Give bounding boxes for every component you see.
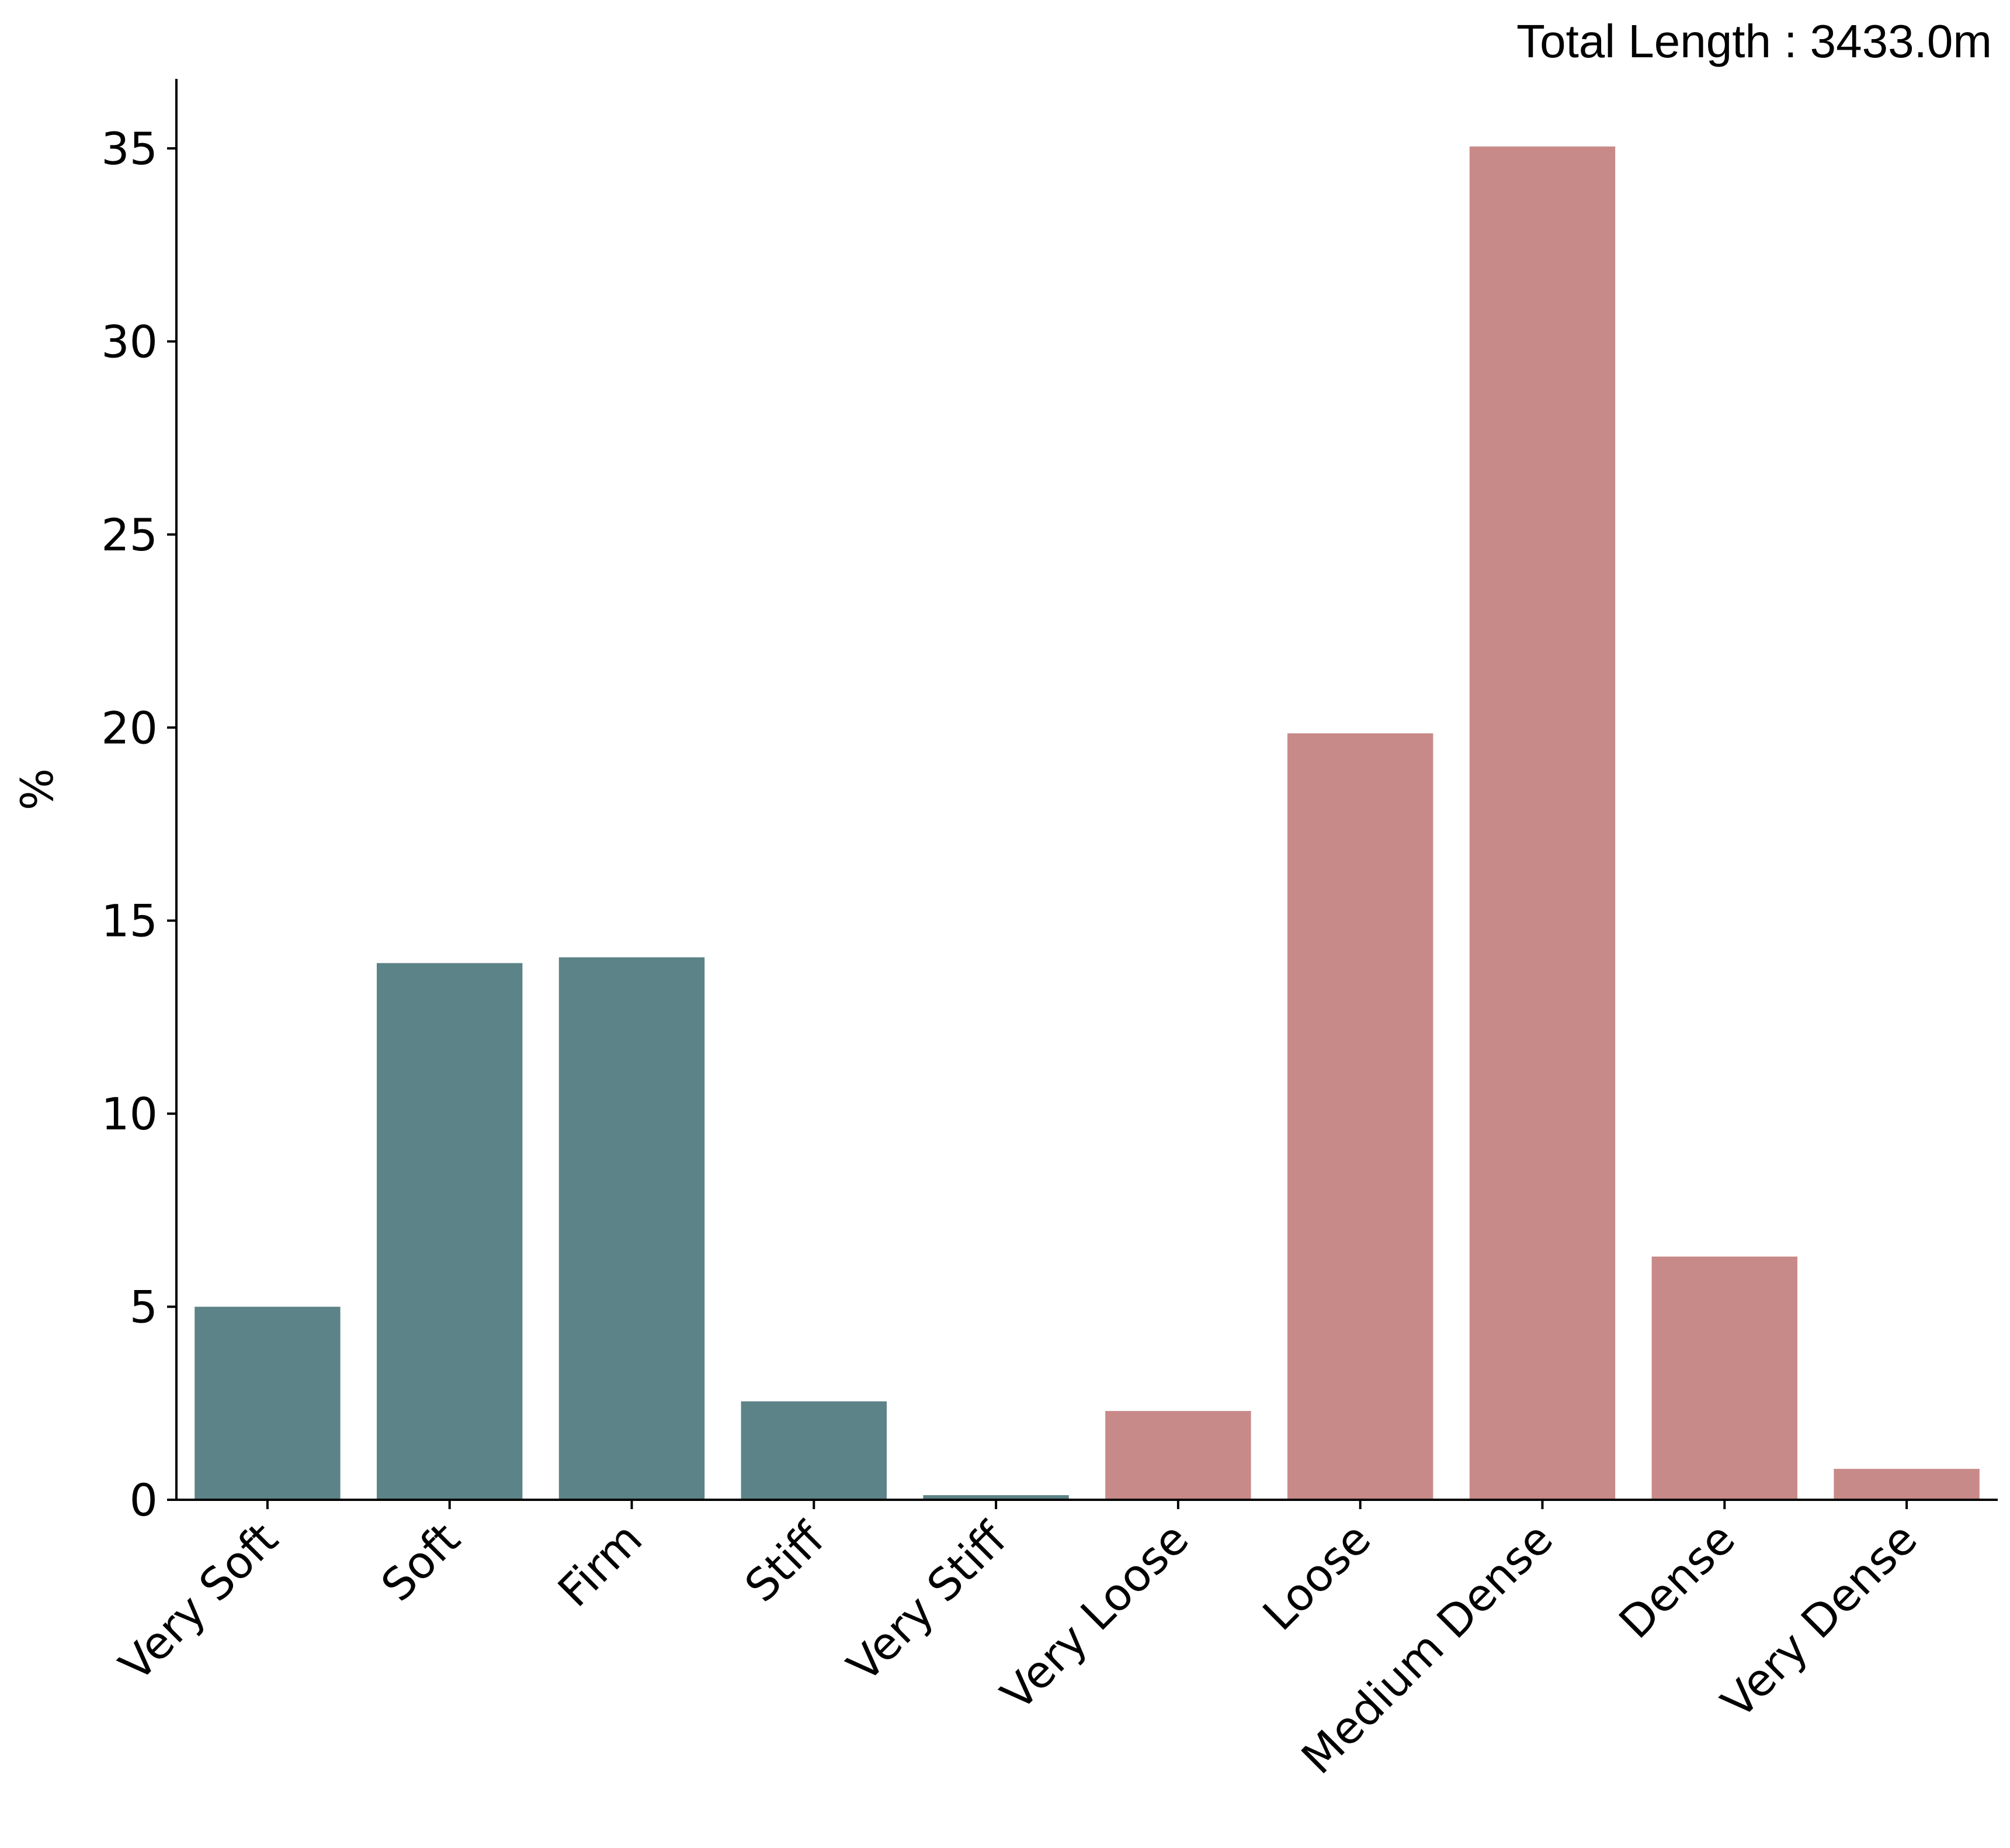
x-tick-label: Very Dense [1712,1513,1927,1728]
y-tick-label: 20 [101,702,158,754]
bar-dense [1651,1256,1797,1500]
y-tick-label: 10 [101,1088,158,1140]
x-tick-label: Soft [371,1513,470,1611]
x-tick-label: Very Soft [109,1513,288,1691]
y-tick-label: 25 [101,509,158,561]
bar-firm [558,957,705,1500]
bars-group [195,146,1980,1500]
y-tick-label: 15 [101,895,158,947]
x-tick-label: Firm [548,1513,652,1617]
bar-stiff [741,1401,887,1500]
bar-very-loose [1105,1411,1251,1500]
x-tick-label: Loose [1253,1513,1381,1641]
bar-very-stiff [923,1495,1069,1500]
bar-medium-dense [1469,146,1616,1500]
x-tick-label: Dense [1609,1513,1745,1649]
bar-loose [1287,733,1433,1500]
bar-soft [377,963,523,1500]
x-tick-label: Very Stiff [837,1512,1017,1692]
x-tick-label: Very Loose [991,1513,1198,1720]
y-tick-label: 35 [101,123,158,175]
total-length-annotation: Total Length : 3433.0m [1516,15,1992,67]
y-axis-label: % [11,768,63,810]
bar-very-dense [1834,1469,1980,1500]
x-tick-label: Stiff [735,1512,835,1612]
y-tick-label: 0 [130,1474,158,1526]
y-tick-label: 30 [101,315,158,367]
bar-very-soft [195,1306,341,1500]
y-tick-label: 5 [130,1281,158,1333]
y-ticks-group: 0 5 10 15 20 25 30 35 [101,123,176,1526]
